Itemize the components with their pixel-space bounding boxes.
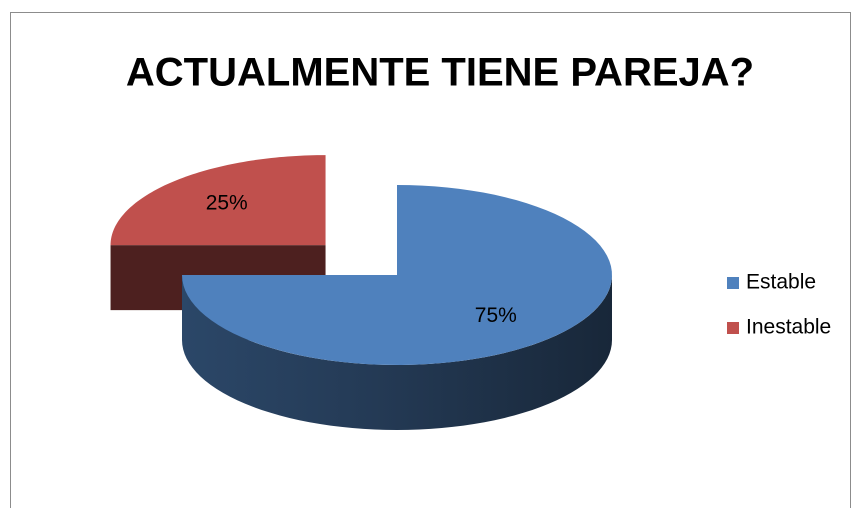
slice [182,185,612,430]
chart-title: ACTUALMENTE TIENE PAREJA? [126,51,754,95]
legend-swatch [727,277,739,289]
slice-side [182,275,612,430]
slice-top [110,155,326,246]
data-label: 25% [206,191,248,214]
slice-top [182,185,612,365]
data-label: 75% [475,304,517,327]
legend-swatch [727,322,739,334]
legend-label: Estable [746,271,816,294]
legend-label: Inestable [746,316,831,339]
